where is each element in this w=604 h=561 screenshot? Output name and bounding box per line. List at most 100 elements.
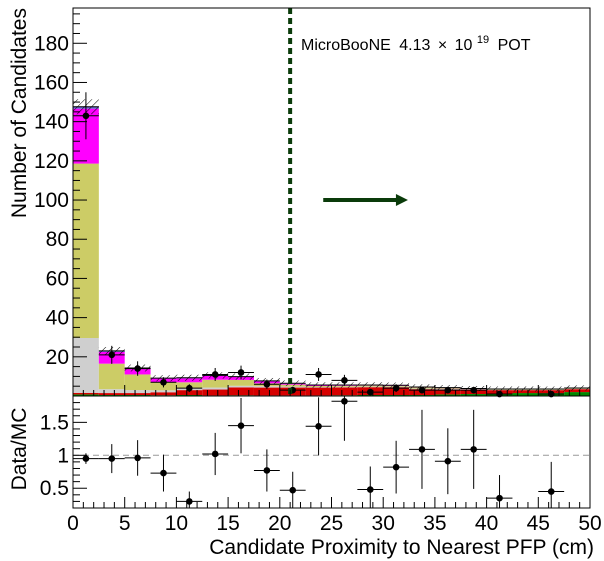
ratio-point [186,498,193,505]
main-histogram-panel: 20 40 60 80 100 120 140 160 180 MicroBooNE 4.13 … [8,7,591,398]
mc-uncertainty-hatch [357,382,384,388]
exposure-annotation: MicroBooNE 4.13 × 10 19 POT [301,30,531,54]
ratio-y-axis-label: Data/MC [8,408,31,491]
data-point [108,351,116,359]
x-tick-label: 35 [423,512,446,535]
stack-bar-segment [124,374,151,391]
data-point [366,388,374,396]
stack-bar-segment [202,387,229,390]
x-tick-label: 10 [165,512,188,535]
stack-bar-segment [73,394,99,396]
y-tick-label: 40 [46,307,69,330]
stack-bar-segment [98,389,125,394]
ratio-point [392,463,400,471]
stack-bar-segment [73,163,99,338]
ratio-point [211,450,219,458]
ratio-point [289,486,297,494]
data-point [392,384,400,392]
mc-uncertainty-hatch [512,386,539,392]
x-tick-label: 25 [320,512,343,535]
data-point [341,377,348,384]
mc-uncertainty-hatch [564,385,590,391]
ratio-point [341,397,348,405]
stack-bar-segment [512,390,539,394]
annotation-experiment: MicroBooNE [301,37,391,54]
mc-uncertainty-hatch [538,386,565,392]
mc-uncertainty-hatch [279,380,306,387]
ratio-point [444,457,452,465]
main-x-axis-ticks [72,385,591,396]
stacked-histogram [73,106,590,396]
ratio-point [263,467,271,474]
ratio-point [315,423,322,430]
ratio-y-tick-label: 1 [57,444,69,467]
x-tick-label: 0 [67,512,79,535]
x-tick-label: 5 [119,512,131,535]
stack-bar-segment [331,387,358,396]
stack-bar-segment [124,390,151,394]
stack-bar-segment [98,363,125,390]
y-tick-label: 120 [34,150,69,173]
selection-arrow-icon [323,194,408,207]
data-point [211,371,219,378]
ratio-y-tick-label: 0.5 [40,477,69,500]
ratio-panel: 0.5 1 1.5 0 5 10 15 20 25 30 35 40 45 50 Data/MC Can… [8,395,602,559]
stack-bar-segment [202,379,229,388]
stack-bar-segment [150,392,177,396]
data-point [418,386,426,394]
data-point [470,386,477,394]
data-point [160,378,167,386]
stack-bar-segment [512,393,539,396]
annotation-times: × [438,37,447,54]
ratio-point [366,486,374,493]
stack-bar-segment [98,393,125,396]
annotation-exponent: 19 [477,34,489,46]
x-tick-label: 45 [527,512,550,535]
stack-bar-segment [228,387,254,396]
ratio-point [237,422,245,429]
y-tick-label: 140 [34,111,69,134]
stack-bar-segment [228,385,254,388]
stack-bar-segment [253,387,280,396]
stack-bar-segment [176,390,203,396]
data-point [315,371,322,378]
stack-bar-segment [228,379,254,386]
x-tick-label: 15 [216,512,239,535]
y-tick-label: 60 [46,267,69,290]
mc-uncertainty-hatch [486,386,513,392]
ratio-points [73,396,565,508]
data-point [186,384,193,392]
ratio-y-tick-label: 1.5 [40,411,69,434]
stack-bar-segment [434,394,461,396]
data-point [134,365,141,372]
ratio-point [134,454,141,462]
mc-uncertainty-band [73,99,590,392]
stack-bar-segment [564,392,590,396]
stack-bar-segment [73,392,99,395]
stack-bar-segment [305,387,332,396]
stack-bar-segment [460,394,487,396]
ratio-point [108,455,116,462]
annotation-exposure-value: 4.13 [399,37,430,54]
mc-uncertainty-hatch [305,382,332,388]
x-tick-label: 20 [268,512,291,535]
ratio-point [547,488,555,495]
data-point [237,369,245,376]
ratio-panel-frame [72,395,591,509]
ratio-x-axis-ticks: 0 5 10 15 20 25 30 35 40 45 50 [67,497,602,535]
y-tick-label: 160 [34,71,69,94]
x-tick-label: 30 [372,512,395,535]
stack-bar-segment [124,393,151,396]
data-point [263,380,271,388]
annotation-base: 10 [455,37,473,54]
arrow-head [395,194,408,207]
ratio-point [470,446,477,453]
ratio-y-axis-ticks: 0.5 1 1.5 [40,402,87,502]
ratio-point [418,446,426,453]
stack-bar-segment [150,390,177,393]
ratio-point [496,494,503,502]
stack-bar-segment [73,337,99,393]
stack-bar-segment [202,389,229,396]
data-point [82,112,90,120]
